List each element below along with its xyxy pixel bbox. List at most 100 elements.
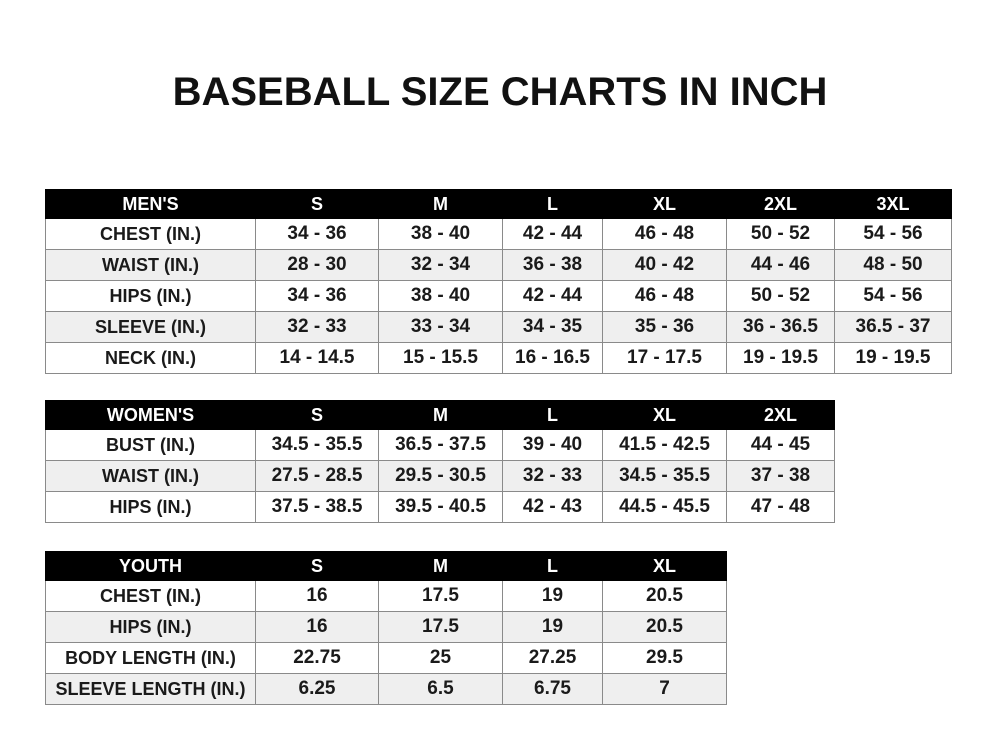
size-value-cell: 42 - 44: [502, 218, 603, 250]
size-value-cell: 27.5 - 28.5: [255, 460, 379, 492]
size-value-cell: 44 - 45: [726, 429, 835, 461]
measurement-label: NECK (IN.): [45, 342, 256, 374]
size-value-cell: 42 - 43: [502, 491, 603, 523]
size-column-header: L: [502, 189, 603, 219]
size-value-cell: 34.5 - 35.5: [602, 460, 727, 492]
size-value-cell: 36 - 38: [502, 249, 603, 281]
table-category-header: WOMEN'S: [45, 400, 256, 430]
size-value-cell: 17.5: [378, 611, 503, 643]
measurement-label: HIPS (IN.): [45, 611, 256, 643]
size-value-cell: 36.5 - 37: [834, 311, 952, 343]
header-row: YOUTH S M L XL: [45, 551, 727, 581]
size-value-cell: 38 - 40: [378, 280, 503, 312]
header-row: WOMEN'S S M L XL 2XL: [45, 400, 835, 430]
size-value-cell: 16: [255, 580, 379, 612]
measurement-label: BUST (IN.): [45, 429, 256, 461]
size-value-cell: 37.5 - 38.5: [255, 491, 379, 523]
size-value-cell: 17 - 17.5: [602, 342, 727, 374]
size-value-cell: 46 - 48: [602, 280, 727, 312]
size-value-cell: 29.5: [602, 642, 727, 674]
measurement-label: HIPS (IN.): [45, 491, 256, 523]
size-value-cell: 34.5 - 35.5: [255, 429, 379, 461]
measurement-label: CHEST (IN.): [45, 218, 256, 250]
size-column-header: L: [502, 551, 603, 581]
table-row: CHEST (IN.) 34 - 36 38 - 40 42 - 44 46 - 48 5…: [45, 218, 952, 250]
size-value-cell: 20.5: [602, 580, 727, 612]
size-column-header: M: [378, 400, 503, 430]
table-row: HIPS (IN.) 34 - 36 38 - 40 42 - 44 46 - 48 50…: [45, 280, 952, 312]
size-value-cell: 48 - 50: [834, 249, 952, 281]
size-value-cell: 7: [602, 673, 727, 705]
size-value-cell: 32 - 34: [378, 249, 503, 281]
table-row: SLEEVE LENGTH (IN.) 6.25 6.5 6.75 7: [45, 673, 727, 705]
size-value-cell: 32 - 33: [502, 460, 603, 492]
table-category-header: MEN'S: [45, 189, 256, 219]
size-value-cell: 19 - 19.5: [834, 342, 952, 374]
size-value-cell: 41.5 - 42.5: [602, 429, 727, 461]
size-column-header: L: [502, 400, 603, 430]
size-value-cell: 14 - 14.5: [255, 342, 379, 374]
size-value-cell: 47 - 48: [726, 491, 835, 523]
size-column-header: S: [255, 551, 379, 581]
size-value-cell: 39.5 - 40.5: [378, 491, 503, 523]
measurement-label: WAIST (IN.): [45, 460, 256, 492]
measurement-label: SLEEVE (IN.): [45, 311, 256, 343]
size-value-cell: 34 - 36: [255, 218, 379, 250]
size-value-cell: 54 - 56: [834, 218, 952, 250]
size-value-cell: 15 - 15.5: [378, 342, 503, 374]
size-value-cell: 22.75: [255, 642, 379, 674]
size-value-cell: 19 - 19.5: [726, 342, 835, 374]
table-row: BUST (IN.) 34.5 - 35.5 36.5 - 37.5 39 - 40 4…: [45, 429, 835, 461]
size-column-header: M: [378, 189, 503, 219]
size-column-header: XL: [602, 551, 727, 581]
size-value-cell: 36.5 - 37.5: [378, 429, 503, 461]
size-value-cell: 27.25: [502, 642, 603, 674]
size-value-cell: 44 - 46: [726, 249, 835, 281]
size-value-cell: 44.5 - 45.5: [602, 491, 727, 523]
size-column-header: XL: [602, 400, 727, 430]
size-value-cell: 39 - 40: [502, 429, 603, 461]
table-row: WAIST (IN.) 27.5 - 28.5 29.5 - 30.5 32 - 33…: [45, 460, 835, 492]
size-value-cell: 16 - 16.5: [502, 342, 603, 374]
measurement-label: SLEEVE LENGTH (IN.): [45, 673, 256, 705]
size-value-cell: 37 - 38: [726, 460, 835, 492]
size-column-header: S: [255, 189, 379, 219]
measurement-label: BODY LENGTH (IN.): [45, 642, 256, 674]
mens-size-table: MEN'S S M L XL 2XL 3XL CHEST (IN.) 34 - 36 38 - 4…: [45, 189, 952, 374]
measurement-label: CHEST (IN.): [45, 580, 256, 612]
table-row: HIPS (IN.) 16 17.5 19 20.5: [45, 611, 727, 643]
measurement-label: HIPS (IN.): [45, 280, 256, 312]
table-row: HIPS (IN.) 37.5 - 38.5 39.5 - 40.5 42 - 43 4…: [45, 491, 835, 523]
size-value-cell: 6.75: [502, 673, 603, 705]
size-value-cell: 34 - 36: [255, 280, 379, 312]
size-column-header: XL: [602, 189, 727, 219]
size-column-header: 2XL: [726, 400, 835, 430]
size-column-header: 3XL: [834, 189, 952, 219]
size-value-cell: 33 - 34: [378, 311, 503, 343]
size-column-header: S: [255, 400, 379, 430]
size-value-cell: 38 - 40: [378, 218, 503, 250]
size-value-cell: 42 - 44: [502, 280, 603, 312]
size-value-cell: 36 - 36.5: [726, 311, 835, 343]
size-value-cell: 35 - 36: [602, 311, 727, 343]
table-row: CHEST (IN.) 16 17.5 19 20.5: [45, 580, 727, 612]
size-value-cell: 25: [378, 642, 503, 674]
size-column-header: M: [378, 551, 503, 581]
measurement-label: WAIST (IN.): [45, 249, 256, 281]
womens-size-table: WOMEN'S S M L XL 2XL BUST (IN.) 34.5 - 35.5 36.5…: [45, 400, 835, 523]
size-value-cell: 6.5: [378, 673, 503, 705]
size-value-cell: 50 - 52: [726, 280, 835, 312]
size-value-cell: 50 - 52: [726, 218, 835, 250]
size-value-cell: 19: [502, 611, 603, 643]
header-row: MEN'S S M L XL 2XL 3XL: [45, 189, 952, 219]
size-value-cell: 40 - 42: [602, 249, 727, 281]
size-value-cell: 46 - 48: [602, 218, 727, 250]
table-row: WAIST (IN.) 28 - 30 32 - 34 36 - 38 40 - 42 4…: [45, 249, 952, 281]
size-value-cell: 20.5: [602, 611, 727, 643]
table-row: BODY LENGTH (IN.) 22.75 25 27.25 29.5: [45, 642, 727, 674]
size-value-cell: 54 - 56: [834, 280, 952, 312]
size-value-cell: 34 - 35: [502, 311, 603, 343]
page-title: BASEBALL SIZE CHARTS IN INCH: [172, 70, 828, 114]
table-row: SLEEVE (IN.) 32 - 33 33 - 34 34 - 35 35 - 36…: [45, 311, 952, 343]
size-column-header: 2XL: [726, 189, 835, 219]
